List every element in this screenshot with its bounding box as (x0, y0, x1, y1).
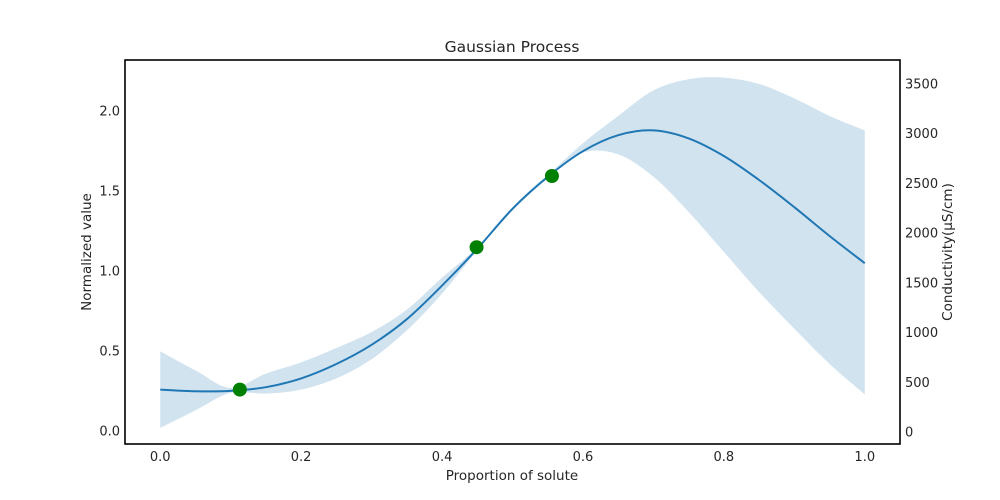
y-tick-label: 0.5 (99, 345, 120, 360)
x-tick-label: 0.0 (150, 450, 171, 465)
right-y-tick-label: 0 (905, 426, 913, 441)
right-y-tick-label: 2000 (905, 227, 938, 242)
x-axis-ticks: 0.0 0.2 0.4 0.6 0.8 1.0 (150, 450, 875, 465)
right-y-tick-label: 3500 (905, 77, 938, 92)
chart-title: Gaussian Process (445, 38, 580, 56)
x-tick-label: 0.2 (291, 450, 312, 465)
x-tick-label: 0.8 (714, 450, 735, 465)
mean-line (160, 129, 866, 393)
right-y-tick-label: 3000 (905, 127, 938, 142)
y-tick-label: 0.0 (99, 425, 120, 440)
y-tick-label: 1.0 (99, 265, 120, 280)
observation-point (544, 169, 559, 183)
y-axis-title: Normalized value (79, 193, 95, 311)
y-tick-label: 1.5 (99, 185, 120, 200)
y-axis-ticks: 0.0 0.5 1.0 1.5 2.0 (99, 105, 120, 440)
right-y-tick-label: 2500 (905, 177, 938, 192)
observation-point (469, 240, 484, 255)
mean-line-layer (160, 129, 866, 393)
observation-point (232, 382, 247, 397)
x-axis-title: Proportion of solute (446, 468, 578, 484)
right-y-axis-ticks: 0 500 1000 1500 2000 2500 3000 3500 (905, 77, 938, 440)
confidence-band-layer (160, 77, 865, 429)
y-tick-label: 2.0 (99, 105, 120, 120)
right-y-tick-label: 500 (905, 376, 930, 391)
right-y-tick-label: 1000 (905, 326, 938, 341)
right-y-tick-label: 1500 (905, 276, 938, 291)
observation-points-layer (232, 169, 559, 397)
x-tick-label: 0.4 (432, 450, 453, 465)
x-tick-label: 1.0 (854, 450, 875, 465)
plot-frame (124, 59, 901, 445)
confidence-band (160, 77, 865, 429)
x-tick-label: 0.6 (573, 450, 594, 465)
right-y-axis-title: Conductivity(μS/cm) (940, 183, 956, 321)
